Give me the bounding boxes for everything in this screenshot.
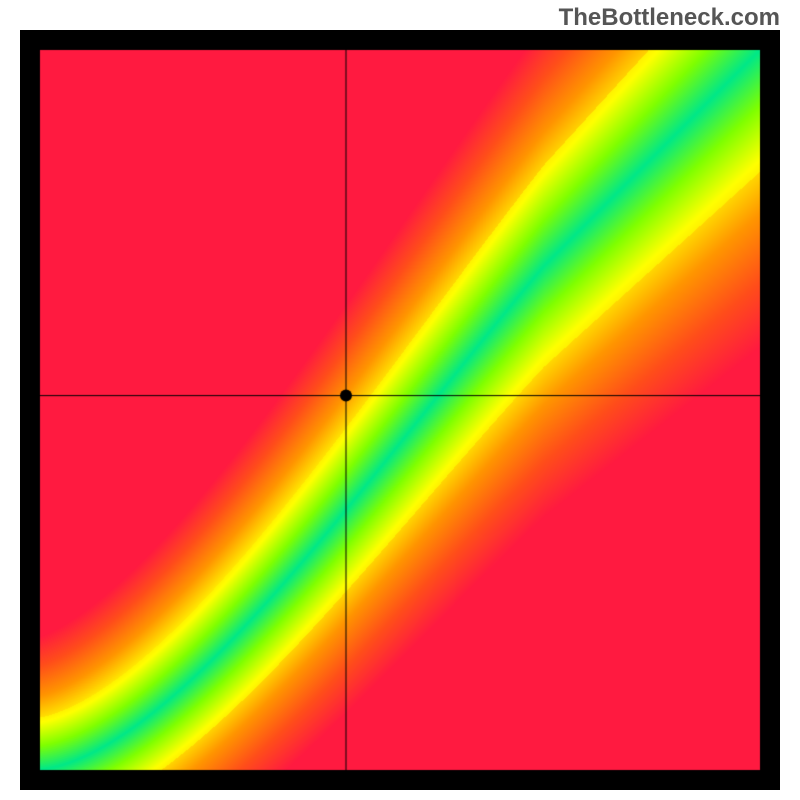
bottleneck-heatmap [20,30,780,790]
chart-outer [20,30,780,790]
container: TheBottleneck.com [0,0,800,800]
watermark-text: TheBottleneck.com [559,4,780,32]
